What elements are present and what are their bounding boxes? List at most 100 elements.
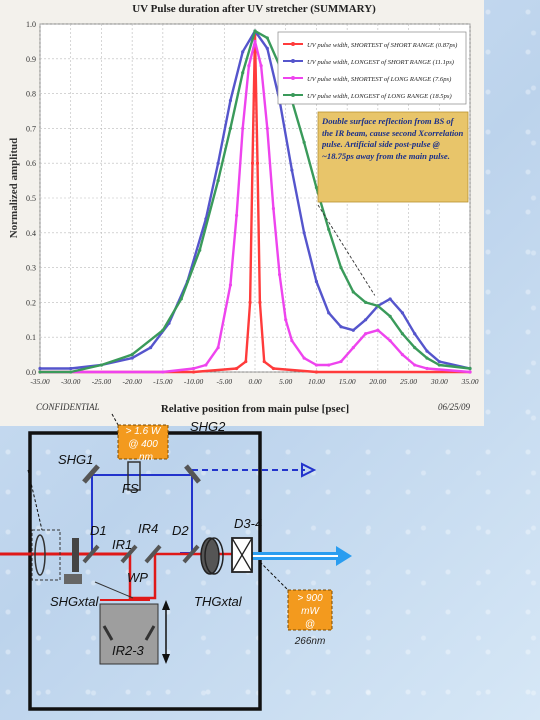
series-2-point xyxy=(290,339,294,343)
series-0-point xyxy=(255,161,260,165)
legend-label: UV pulse width, LONGEST of SHORT RANGE (… xyxy=(307,59,454,66)
annotation-box: Double surface reflection from BS of the… xyxy=(317,111,469,203)
series-2-point xyxy=(241,126,245,130)
shg-crystal-base xyxy=(64,574,82,584)
x-tick-label: 25.00 xyxy=(400,377,417,386)
annotation-arrow xyxy=(317,204,376,296)
series-1-point xyxy=(216,161,220,165)
series-3-point xyxy=(99,363,104,367)
label-shg1: SHG1 xyxy=(58,452,93,467)
series-3-point xyxy=(468,366,472,371)
series-3-point xyxy=(216,179,220,183)
series-2-point xyxy=(277,272,282,277)
label-shg2: SHG2 xyxy=(190,419,226,434)
series-2-point xyxy=(253,39,257,44)
series-2-point xyxy=(314,363,319,367)
tick-layer: 0.0 0.1 0.2 0.3 0.4 0.5 0.6 0.7 0.8 0.9 1.0 -35.00 -… xyxy=(26,20,479,386)
series-1-point xyxy=(400,311,405,315)
legend-box xyxy=(277,31,467,105)
series-line-2 xyxy=(40,40,471,374)
series-2-point xyxy=(265,126,269,130)
x-axis-label: Relative position from main pulse [psec] xyxy=(161,403,349,415)
shg2-mirror xyxy=(184,464,201,484)
stage-arrow-up xyxy=(162,600,170,610)
callout-right-line4: 266nm xyxy=(294,636,326,647)
series-2-point xyxy=(327,363,331,367)
series-2-point xyxy=(351,346,355,350)
d34-cross-b xyxy=(231,537,253,573)
series-2-point xyxy=(259,64,263,68)
wp-arrow xyxy=(94,581,134,599)
x-tick-label: 5.00 xyxy=(279,377,292,386)
y-tick-label: 0.7 xyxy=(26,124,36,133)
x-tick-label: -20.00 xyxy=(122,377,142,386)
series-3-point xyxy=(363,300,368,304)
series-2-point xyxy=(191,366,196,371)
series-2-point xyxy=(284,318,288,322)
callout-top-line3: nm xyxy=(139,452,153,463)
series-2-point xyxy=(468,370,472,374)
x-tick-label: -10.00 xyxy=(184,377,204,386)
callout-top-line2: @ 400 xyxy=(128,439,158,450)
x-tick-label: -30.00 xyxy=(61,377,81,386)
series-3-point xyxy=(130,353,134,357)
thg-crystal-left xyxy=(200,537,220,575)
label-fs: FS xyxy=(122,481,139,496)
ir1-mirror xyxy=(120,544,138,564)
label-ir4: IR4 xyxy=(138,521,158,536)
series-1-point xyxy=(228,98,233,103)
pointer-right xyxy=(259,561,289,591)
series-3-point xyxy=(400,332,405,336)
label-wp: WP xyxy=(127,570,148,585)
series-2-point xyxy=(339,359,343,364)
series-1-point xyxy=(241,50,245,54)
callout-right-line3: @ xyxy=(305,619,315,630)
ir2-mirror xyxy=(102,625,114,641)
input-lens-box xyxy=(31,529,61,581)
series-3-point xyxy=(161,328,165,332)
series-2-point xyxy=(413,363,417,367)
legend: UV pulse width, SHORTEST of SHORT RANGE … xyxy=(277,31,467,105)
series-2-point xyxy=(161,370,165,374)
series-1-point xyxy=(413,332,417,336)
series-2-point xyxy=(376,328,380,332)
legend-label: UV pulse width, SHORTEST of LONG RANGE (… xyxy=(307,76,451,83)
series-3-point xyxy=(302,140,306,144)
series-2-point xyxy=(388,339,392,343)
series-2-point xyxy=(271,206,276,211)
series-1-point xyxy=(363,318,368,322)
uv-output-arrowhead xyxy=(336,546,352,566)
x-tick-label: -5.00 xyxy=(216,377,232,386)
blue-beam-path xyxy=(91,474,193,554)
shg1-mirror xyxy=(82,464,100,484)
series-3-point xyxy=(425,356,429,360)
series-3-point xyxy=(38,370,42,374)
label-shgxtal: SHGxtal xyxy=(50,594,100,609)
series-1-point xyxy=(38,366,42,371)
y-tick-label: 0.1 xyxy=(26,333,36,342)
series-1-point xyxy=(351,328,355,332)
series-1-point xyxy=(425,349,429,353)
series-0-point xyxy=(258,300,262,304)
series-2-point xyxy=(363,332,368,336)
d2-mirror xyxy=(182,544,200,564)
x-tick-label: -35.00 xyxy=(30,377,50,386)
y-tick-label: 0.0 xyxy=(26,368,36,377)
legend-marker xyxy=(291,42,295,46)
footer-left: CONFIDENTIAL xyxy=(36,402,100,412)
series-1-point xyxy=(148,346,153,350)
series-3-point xyxy=(388,314,392,318)
input-lens xyxy=(34,534,46,576)
series-1-point xyxy=(388,297,392,301)
series-layer xyxy=(38,29,472,374)
y-tick-label: 0.6 xyxy=(26,159,36,168)
x-tick-label: 0.00 xyxy=(248,377,261,386)
label-d2: D2 xyxy=(172,523,189,538)
series-0-point xyxy=(191,370,196,374)
series-3-point xyxy=(314,185,319,190)
y-tick-label: 0.4 xyxy=(26,229,36,238)
footer-right: 06/25/09 xyxy=(438,402,471,412)
series-2-point xyxy=(400,353,405,357)
y-tick-label: 0.8 xyxy=(26,90,36,99)
red-beam-loop xyxy=(128,552,235,600)
